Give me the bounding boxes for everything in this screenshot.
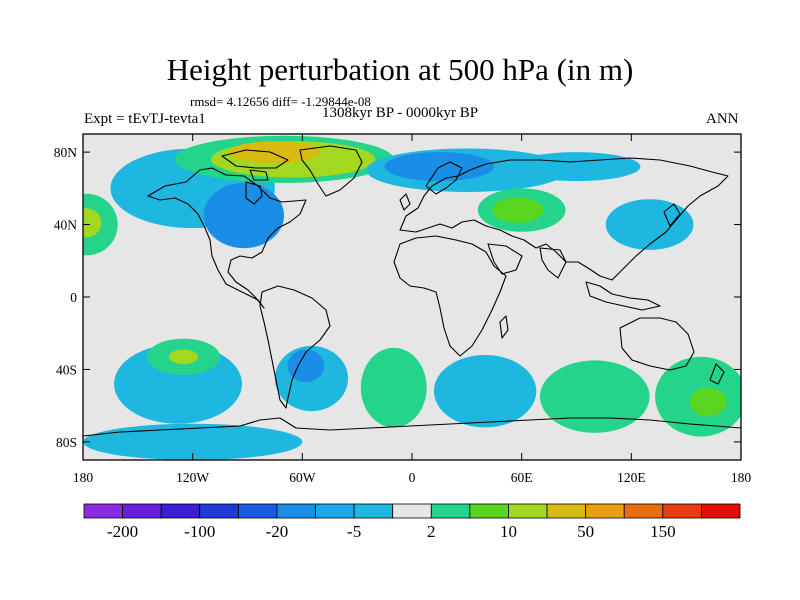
contour-region-europe-negative-core [384,152,495,182]
colorbar-swatch [122,503,162,519]
coastline-greenland [299,145,363,197]
colorbar-label: 150 [650,522,676,541]
lon-tick-label: 60W [289,470,316,485]
coastline-north-america [147,167,307,309]
colorbar-label: -5 [347,522,361,541]
lat-tick-label: 40N [54,218,78,233]
coastline-arctic-islands [221,149,289,181]
lon-tick-label: 180 [731,470,752,485]
coastline-australia [619,317,695,371]
colorbar-label: -100 [184,522,215,541]
coastline-south-america [259,285,331,409]
contour-region-southern-indian-negative [433,354,537,428]
lon-tick-label: 0 [409,470,416,485]
colorbar-swatch [315,503,355,519]
coastline-arabia [487,243,523,275]
coastline-madagascar [499,315,509,339]
experiment-label: Expt = tEvTJ-tevta1 [84,111,206,127]
coastline-new-zealand [709,363,725,385]
colorbar-swatch [237,503,278,519]
contour-region-southwest-pacific-positive-mid [689,387,727,417]
colorbar-swatch [469,503,509,519]
map-title: Height perturbation at 500 hPa (in m) [166,52,634,87]
contour-region-south-atlantic-positive [360,347,427,428]
coastlines [83,145,741,437]
colorbar-swatch [160,503,201,519]
axis-ticks: 80N 40N 0 40S 80S 180 120W 60W 0 60E 120E 180 [54,134,752,485]
coastline-japan [663,203,681,227]
lon-tick-label: 120E [617,470,646,485]
colorbar-swatch [508,503,548,519]
colorbar-swatch [199,503,239,519]
map-plot-area [83,134,741,460]
coastline-maritime-continent [585,281,661,311]
lat-tick-label: 80S [56,435,77,450]
colorbar-swatch [623,503,664,519]
coastline-antarctica [83,417,741,437]
colorbar-swatch [662,503,702,519]
colorbar-swatch [353,503,394,519]
colorbar-label: 2 [427,522,436,541]
colorbar: -200 -100 -20 -5 2 10 50 150 [83,503,741,541]
lat-tick-label: 0 [70,290,77,305]
contour-region-southwest-atlantic-negative-core [287,349,325,383]
contour-region-russia-negative [512,152,641,182]
lat-tick-label: 80N [54,145,78,160]
period-label: 1308kyr BP - 0000kyr BP [322,105,479,121]
colorbar-swatch [430,503,471,519]
stats-label: rmsd= 4.12656 diff= -1.29844e-08 [190,94,371,109]
contour-regions [83,135,741,460]
coastline-eurasia [399,157,729,281]
colorbar-swatch [392,503,432,519]
colorbar-label: -200 [107,522,138,541]
contour-region-central-asia-positive-mid [492,197,544,223]
colorbar-swatch [701,503,741,519]
contour-region-north-america-negative [203,182,285,249]
lon-tick-label: 180 [73,470,94,485]
colorbar-swatch [83,503,123,519]
lon-tick-label: 120W [176,470,209,485]
contour-region-south-pacific-positive-mid [168,349,199,365]
colorbar-swatch [276,503,316,519]
contour-region-east-asia-negative [605,199,694,250]
coastline-britain [399,193,411,211]
colorbar-swatch [585,503,625,519]
colorbar-label: -20 [266,522,289,541]
coastline-africa [393,235,507,357]
season-label: ANN [706,111,739,127]
contour-region-north-pacific-positive-mid [83,208,102,238]
contour-region-southeast-indian-positive [539,360,650,433]
colorbar-label: 10 [500,522,517,541]
lon-tick-label: 60E [511,470,533,485]
coastline-india [539,247,567,279]
coastline-hudson-bay [245,181,263,205]
lat-tick-label: 40S [56,362,77,377]
colorbar-swatch [546,503,587,519]
colorbar-label: 50 [577,522,594,541]
coastline-scandinavia [425,161,463,195]
contour-region-antarctic-negative [83,423,303,460]
contour-region-greenland-positive-high [229,141,321,163]
